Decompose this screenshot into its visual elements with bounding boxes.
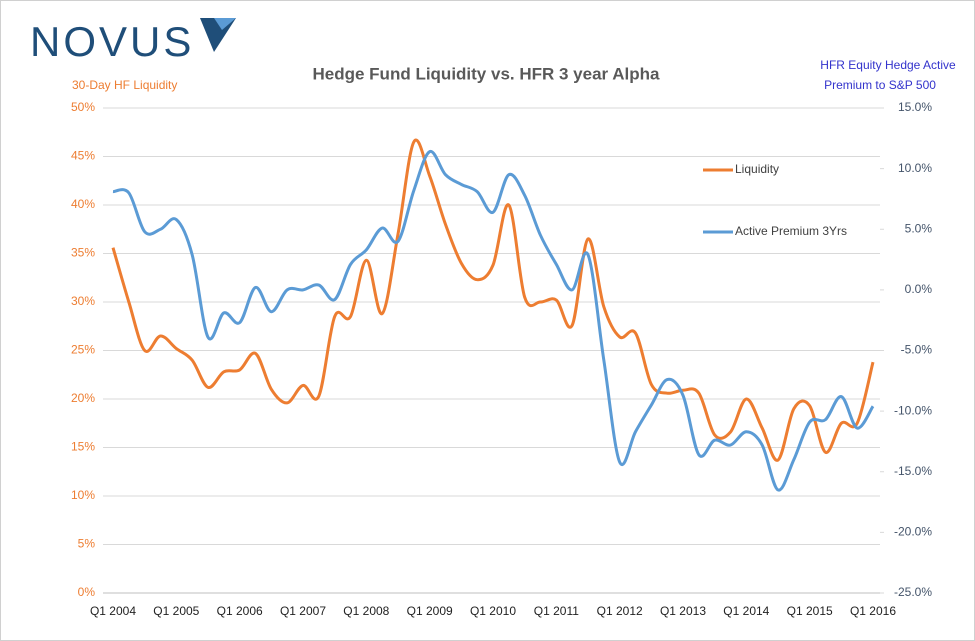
y2-tick-label: 0.0% [905,282,933,296]
y-tick-label: 20% [71,391,95,405]
x-tick-label: Q1 2016 [850,604,896,618]
legend-label: Active Premium 3Yrs [735,224,847,238]
chart-title: Hedge Fund Liquidity vs. HFR 3 year Alph… [313,64,661,83]
x-tick-label: Q1 2011 [534,604,579,618]
x-tick-label: Q1 2013 [660,604,706,618]
x-tick-label: Q1 2004 [90,604,136,618]
y-tick-label: 30% [71,294,95,308]
logo-mark-accent [214,18,236,30]
y2-axis-title: Premium to S&P 500 [824,78,936,92]
x-tick-label: Q1 2005 [153,604,199,618]
x-tick-label: Q1 2012 [597,604,643,618]
y-tick-label: 40% [71,197,95,211]
y2-tick-label: -20.0% [894,525,932,539]
series-line [112,150,875,492]
y-tick-label: 25% [71,343,95,357]
y-tick-label: 5% [78,537,96,551]
y2-axis-title: HFR Equity Hedge Active [820,58,956,72]
y2-tick-label: -5.0% [901,343,933,357]
x-tick-label: Q1 2015 [787,604,833,618]
x-tick-label: Q1 2006 [217,604,263,618]
brand-logo: NOVUS [30,18,194,65]
y-tick-label: 15% [71,440,95,454]
y2-tick-label: 10.0% [898,161,932,175]
x-tick-label: Q1 2014 [723,604,769,618]
x-tick-label: Q1 2007 [280,604,326,618]
x-tick-label: Q1 2009 [407,604,453,618]
y-tick-label: 45% [71,149,95,163]
y2-tick-label: 15.0% [898,100,932,114]
y-tick-label: 0% [78,585,96,599]
y-tick-label: 10% [71,488,95,502]
y-axis-title: 30-Day HF Liquidity [72,78,177,92]
y2-tick-label: -10.0% [894,403,932,417]
y2-tick-label: 5.0% [905,221,933,235]
y2-tick-label: -25.0% [894,585,932,599]
series-line [111,138,875,462]
x-tick-label: Q1 2008 [343,604,389,618]
y-tick-label: 50% [71,100,95,114]
y2-tick-label: -15.0% [894,464,932,478]
x-tick-label: Q1 2010 [470,604,516,618]
legend-label: Liquidity [735,162,779,176]
y-tick-label: 35% [71,246,95,260]
logo-mark [200,18,236,52]
